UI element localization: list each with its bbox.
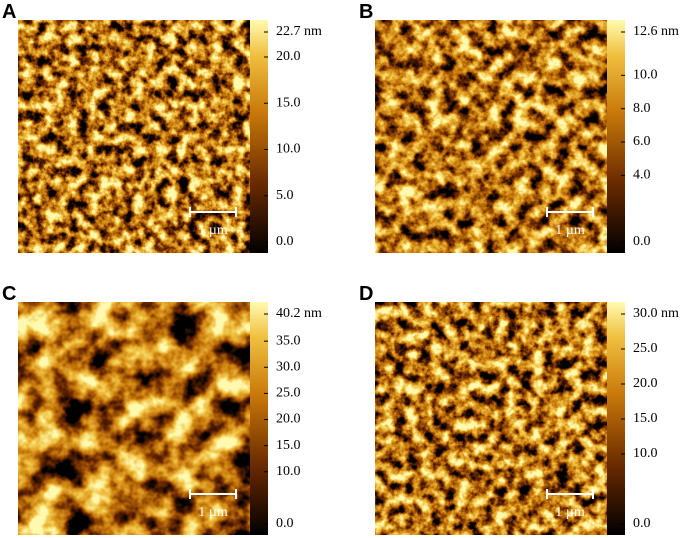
colorbar-label: 10.0 — [633, 446, 658, 461]
colorbar-label: 30.0 nm — [633, 306, 679, 321]
panel-label: A — [2, 1, 16, 23]
panel: C 40.2 nm 35.0 30.0 25.0 20.0 15.0 10.0 0.0 1 µm — [2, 283, 322, 535]
colorbar-label: 20.0 — [276, 412, 301, 427]
colorbar — [250, 302, 268, 535]
panel: B 12.6 nm 10.0 8.0 6.0 4.0 0.0 1 µm — [359, 1, 679, 253]
scale-bar — [546, 489, 594, 499]
panel-label: B — [359, 1, 373, 23]
colorbar — [250, 20, 268, 253]
colorbar-label: 22.7 nm — [276, 24, 322, 39]
colorbar-label: 35.0 — [276, 333, 301, 348]
colorbar-label: 0.0 — [276, 516, 294, 531]
panel: A 22.7 nm 20.0 15.0 10.0 5.0 0.0 1 µm — [2, 1, 322, 253]
scale-bar — [189, 489, 237, 499]
scale-bar-label: 1 µm — [555, 223, 585, 238]
scale-bar-label: 1 µm — [198, 223, 228, 238]
panel-label: D — [359, 283, 373, 305]
colorbar-label: 15.0 — [633, 411, 658, 426]
colorbar — [607, 20, 625, 253]
scale-bar — [546, 207, 594, 217]
colorbar-label: 15.0 — [276, 438, 301, 453]
panel-label: C — [2, 283, 16, 305]
panel: D 30.0 nm 25.0 20.0 15.0 10.0 0.0 1 µm — [359, 283, 679, 535]
afm-image — [18, 20, 250, 253]
colorbar-label: 10.0 — [276, 142, 301, 157]
colorbar-label: 10.0 — [633, 68, 658, 83]
colorbar-label: 15.0 — [276, 95, 301, 110]
scale-bar-label: 1 µm — [555, 505, 585, 520]
colorbar-label: 12.6 nm — [633, 24, 679, 39]
colorbar-label: 0.0 — [276, 234, 294, 249]
afm-image — [375, 302, 607, 535]
colorbar-label: 10.0 — [276, 464, 301, 479]
colorbar-label: 20.0 — [276, 49, 301, 64]
colorbar-label: 8.0 — [633, 101, 651, 116]
colorbar-label: 20.0 — [633, 376, 658, 391]
afm-image — [375, 20, 607, 253]
scale-bar-label: 1 µm — [198, 505, 228, 520]
scale-bar — [189, 207, 237, 217]
colorbar — [607, 302, 625, 535]
colorbar-label: 25.0 — [633, 341, 658, 356]
colorbar-label: 0.0 — [633, 234, 651, 249]
colorbar-label: 4.0 — [633, 168, 651, 183]
colorbar-label: 6.0 — [633, 134, 651, 149]
colorbar-label: 5.0 — [276, 188, 294, 203]
colorbar-label: 40.2 nm — [276, 306, 322, 321]
colorbar-label: 30.0 — [276, 360, 301, 375]
colorbar-label: 0.0 — [633, 516, 651, 531]
afm-image — [18, 302, 250, 535]
colorbar-label: 25.0 — [276, 386, 301, 401]
